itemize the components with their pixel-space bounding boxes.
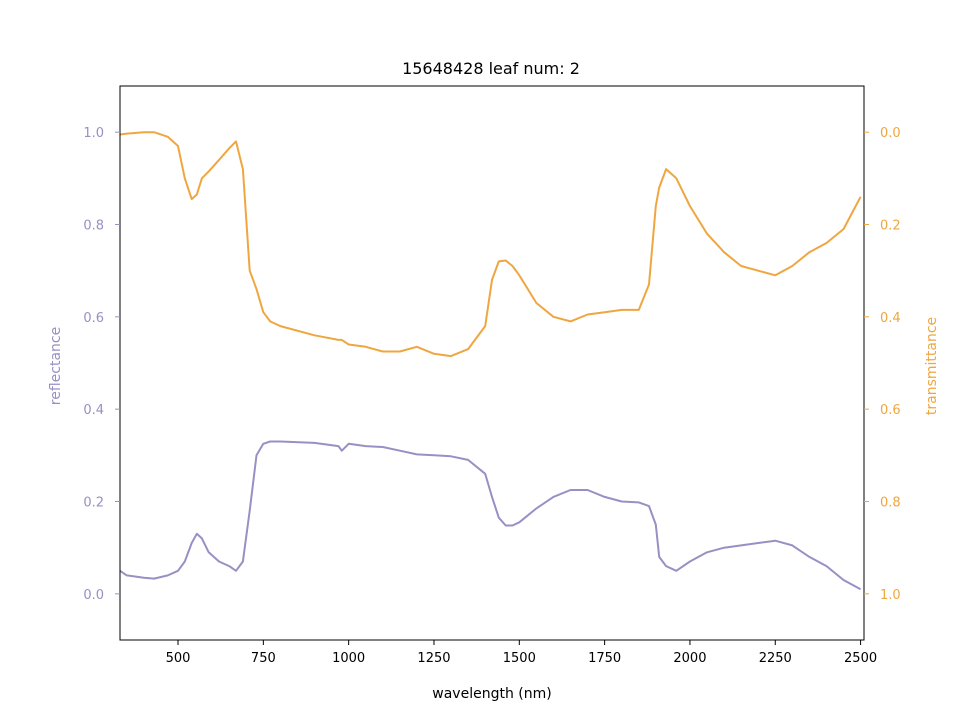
y-right-tick-label: 0.4 [880,311,901,326]
y-right-tick-label: 0.0 [880,126,901,141]
transmittance-line [119,131,862,358]
y-right-tick-label: 0.2 [880,219,901,234]
y-axis-right-ticks: 0.0 0.2 0.4 0.6 0.8 1.0 [864,126,901,603]
x-tick-label: 1750 [588,651,621,666]
series-lines [119,131,862,591]
y-axis-right-label: transmittance [924,317,940,415]
x-tick-label: 1500 [503,651,536,666]
x-tick-label: 500 [166,651,191,666]
y-left-tick-label: 0.0 [83,588,104,603]
y-left-tick-label: 1.0 [83,126,104,141]
plot-area-frame [119,85,865,641]
chart-title: 15648428 leaf num: 2 [402,59,580,78]
x-tick-label: 2500 [844,651,877,666]
y-right-tick-label: 1.0 [880,588,901,603]
reflectance-line [119,440,862,591]
y-axis-left-ticks: 0.0 0.2 0.4 0.6 0.8 1.0 [83,126,120,603]
x-tick-label: 1250 [417,651,450,666]
y-left-tick-label: 0.6 [83,311,104,326]
y-axis-left-label: reflectance [48,327,64,405]
x-tick-label: 750 [251,651,276,666]
x-tick-label: 1000 [332,651,365,666]
y-left-tick-label: 0.4 [83,403,104,418]
x-tick-label: 2250 [759,651,792,666]
x-axis-label: wavelength (nm) [432,686,551,702]
x-axis-ticks: 500 750 1000 1250 1500 1750 2000 2250 2500 [166,640,877,666]
y-right-tick-label: 0.6 [880,403,901,418]
y-left-tick-label: 0.8 [83,219,104,234]
y-left-tick-label: 0.2 [83,496,104,511]
y-right-tick-label: 0.8 [880,496,901,511]
x-tick-label: 2000 [673,651,706,666]
